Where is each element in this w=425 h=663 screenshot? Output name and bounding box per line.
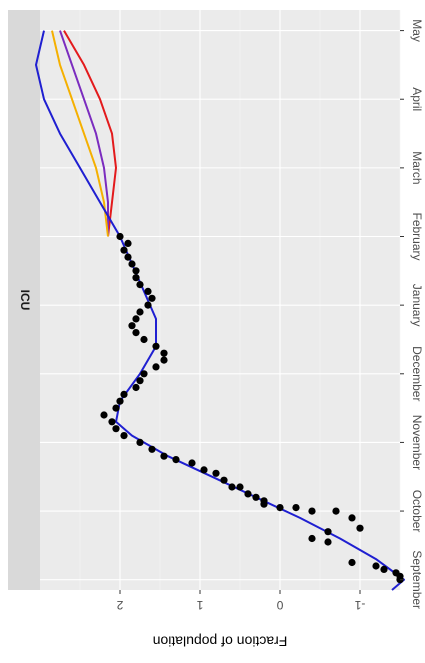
data-point: [276, 504, 284, 512]
x-tick-label: April: [410, 87, 424, 111]
data-point: [132, 274, 140, 282]
series-line-4: [35, 30, 405, 591]
data-point: [292, 504, 300, 512]
data-point: [152, 342, 160, 350]
data-point: [140, 370, 148, 378]
data-point: [132, 267, 140, 275]
y-tick-label: 0: [276, 598, 283, 612]
data-point: [260, 497, 268, 505]
data-point: [332, 507, 340, 515]
x-tick-label: February: [410, 212, 424, 260]
data-point: [116, 232, 124, 241]
x-tick-label: December: [410, 346, 424, 401]
y-axis-label-text: Fraction of population: [153, 633, 288, 649]
data-point: [236, 483, 244, 491]
data-point: [308, 507, 316, 515]
data-point: [372, 562, 380, 570]
series-line-3: [51, 30, 109, 237]
data-point: [212, 469, 220, 477]
data-point: [112, 404, 120, 412]
y-tick-label: 1: [196, 598, 203, 612]
data-point: [228, 483, 236, 491]
x-tick-label: October: [410, 490, 424, 533]
data-point: [380, 565, 388, 574]
series-line-2: [59, 30, 109, 237]
data-point: [120, 390, 128, 398]
panel-title: ICU: [18, 290, 32, 311]
data-point: [132, 329, 140, 337]
data-point: [172, 456, 180, 464]
y-tick-label: 2: [116, 598, 123, 612]
y-tick-label: -1: [354, 598, 365, 612]
data-point: [120, 432, 128, 440]
data-point: [356, 524, 364, 532]
data-point: [136, 281, 144, 289]
data-point: [108, 418, 116, 426]
data-point: [144, 301, 152, 309]
x-tick-label: May: [410, 19, 424, 42]
data-point: [140, 335, 148, 344]
data-point: [120, 246, 128, 254]
data-point: [200, 466, 208, 474]
data-point: [160, 349, 168, 357]
data-point: [188, 459, 196, 467]
x-tick-label: November: [410, 415, 424, 470]
panel-strip-bg: [8, 10, 40, 590]
panel-strip: ICU: [8, 10, 40, 590]
plot-area: September October November December January F…: [35, 10, 424, 612]
data-point: [144, 287, 152, 295]
panel-background: [40, 10, 400, 590]
data-point: [324, 538, 332, 546]
x-tick-label: March: [410, 151, 424, 184]
data-point: [148, 294, 156, 302]
data-point: [160, 452, 168, 460]
data-point: [152, 363, 160, 371]
data-point: [160, 356, 168, 364]
data-point: [128, 322, 136, 330]
data-point: [132, 315, 140, 323]
series-line-1: [63, 30, 117, 237]
data-point: [136, 308, 144, 316]
data-point: [348, 558, 356, 567]
data-point: [128, 260, 136, 268]
data-point: [392, 569, 400, 577]
data-point: [124, 253, 132, 261]
x-tick-label: September: [410, 550, 424, 609]
data-point: [132, 383, 140, 392]
data-point: [100, 411, 108, 419]
data-point: [148, 445, 156, 453]
x-tick-label: January: [410, 284, 424, 327]
data-point: [244, 490, 252, 498]
data-point: [124, 239, 132, 247]
data-point: [324, 528, 332, 536]
data-point: [348, 514, 356, 522]
data-point: [220, 476, 228, 484]
data-point: [308, 534, 316, 543]
data-point: [112, 425, 120, 433]
data-point: [116, 397, 124, 405]
y-axis-label: Fraction of population: [153, 633, 288, 649]
data-point: [136, 377, 144, 385]
data-point: [252, 493, 260, 501]
data-point: [136, 438, 144, 446]
